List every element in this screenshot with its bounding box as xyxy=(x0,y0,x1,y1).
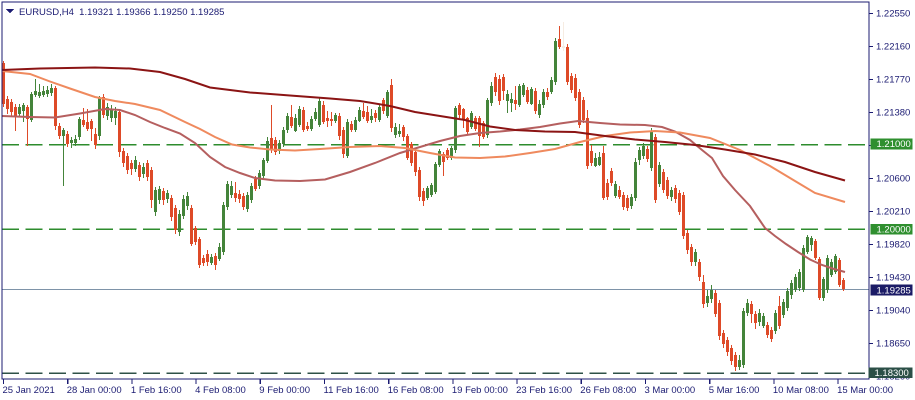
svg-text:1.21000: 1.21000 xyxy=(877,139,911,150)
svg-text:1 Feb 16:00: 1 Feb 16:00 xyxy=(131,385,182,396)
svg-text:1.21380: 1.21380 xyxy=(876,108,910,119)
svg-text:3 Mar 00:00: 3 Mar 00:00 xyxy=(645,385,696,396)
svg-text:EURUSD,H4 1.19321 1.19366 1.1: EURUSD,H4 1.19321 1.19366 1.19250 1.1928… xyxy=(19,7,224,18)
svg-text:28 Jan 00:00: 28 Jan 00:00 xyxy=(67,385,122,396)
svg-text:16 Feb 08:00: 16 Feb 08:00 xyxy=(388,385,444,396)
svg-text:26 Feb 08:00: 26 Feb 08:00 xyxy=(580,385,636,396)
svg-text:1.18300: 1.18300 xyxy=(875,368,909,379)
svg-text:1.18650: 1.18650 xyxy=(876,339,910,350)
svg-text:11 Feb 16:00: 11 Feb 16:00 xyxy=(324,385,379,396)
svg-text:25 Jan 2021: 25 Jan 2021 xyxy=(3,385,55,396)
svg-text:1.19285: 1.19285 xyxy=(877,285,911,296)
svg-text:1.20600: 1.20600 xyxy=(876,174,910,185)
svg-text:1.20210: 1.20210 xyxy=(876,207,910,218)
svg-text:1.22550: 1.22550 xyxy=(876,9,910,20)
svg-text:15 Mar 00:00: 15 Mar 00:00 xyxy=(837,385,893,396)
svg-text:1.21770: 1.21770 xyxy=(876,75,910,86)
svg-text:19 Feb 00:00: 19 Feb 00:00 xyxy=(452,385,508,396)
svg-text:1.20000: 1.20000 xyxy=(877,225,911,236)
svg-text:1.19040: 1.19040 xyxy=(876,306,910,317)
svg-text:23 Feb 16:00: 23 Feb 16:00 xyxy=(516,385,572,396)
svg-text:1.22160: 1.22160 xyxy=(876,42,910,53)
svg-text:9 Feb 00:00: 9 Feb 00:00 xyxy=(259,385,310,396)
svg-text:4 Feb 08:00: 4 Feb 08:00 xyxy=(195,385,246,396)
svg-text:1.19820: 1.19820 xyxy=(876,240,910,251)
svg-text:5 Mar 16:00: 5 Mar 16:00 xyxy=(709,385,760,396)
svg-text:1.19430: 1.19430 xyxy=(876,273,910,284)
svg-text:10 Mar 08:00: 10 Mar 08:00 xyxy=(773,385,829,396)
